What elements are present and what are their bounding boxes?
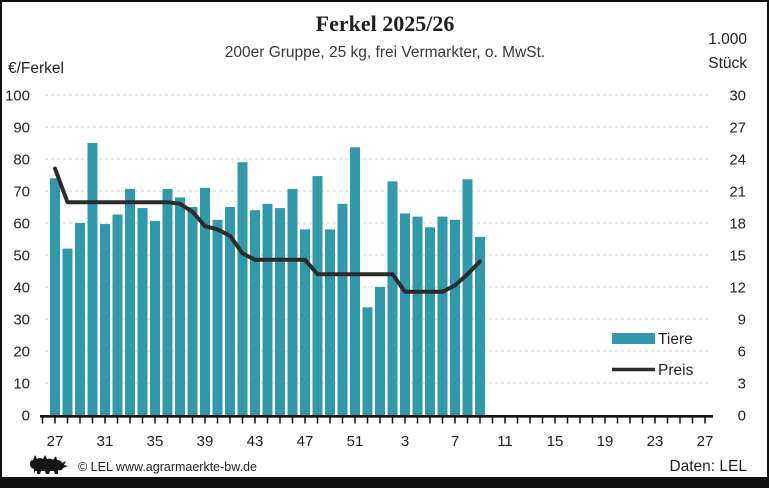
bar-tiere bbox=[337, 203, 348, 416]
bar-tiere bbox=[300, 229, 310, 416]
bar-tiere bbox=[237, 162, 248, 416]
bar-tiere bbox=[50, 178, 60, 416]
y-axis-label-right: 0 bbox=[738, 408, 746, 425]
legend-line-label: Preis bbox=[658, 362, 694, 379]
y-axis-label-right: 6 bbox=[738, 344, 746, 361]
bar-tiere bbox=[375, 287, 385, 416]
bar-tiere bbox=[75, 223, 85, 416]
y-axis-label-right: 24 bbox=[729, 152, 746, 169]
bar-tiere bbox=[225, 207, 235, 416]
y-axis-label-right: 18 bbox=[729, 216, 746, 233]
bar-tiere bbox=[462, 179, 473, 416]
y-axis-label-left: 100 bbox=[5, 88, 30, 105]
page-subtitle: 200er Gruppe, 25 kg, frei Vermarkter, o.… bbox=[225, 44, 545, 61]
footer-copyright: © LEL www.agrarmaerkte-bw.de bbox=[78, 460, 257, 474]
y-axis-label-left: 40 bbox=[13, 280, 30, 297]
bar-tiere bbox=[187, 207, 198, 416]
x-tick-label: 3 bbox=[401, 433, 409, 450]
bar-tiere bbox=[262, 203, 273, 416]
x-tick-label: 35 bbox=[147, 433, 164, 450]
bar-tiere bbox=[62, 248, 73, 416]
bar-tiere bbox=[350, 147, 360, 416]
legend: Tiere Preis bbox=[612, 331, 694, 379]
legend-bar-label: Tiere bbox=[658, 331, 693, 348]
bar-tiere bbox=[287, 188, 298, 416]
axis-labels-layer: 0 0 10 3 20 6 30 9 40 12 50 15 60 18 70 21 80 24 90 27 100 30… bbox=[5, 88, 746, 451]
bar-tiere bbox=[112, 214, 123, 416]
x-tick-label: 43 bbox=[247, 433, 264, 450]
bottom-black-bar bbox=[2, 477, 767, 486]
y-axis-label-right: 12 bbox=[729, 280, 746, 297]
y-axis-label-left: 30 bbox=[13, 312, 30, 329]
bar-tiere bbox=[437, 216, 448, 416]
y-axis-label-left: 0 bbox=[22, 408, 30, 425]
x-tick-label: 7 bbox=[451, 433, 459, 450]
y-axis-label-right: 15 bbox=[729, 248, 746, 265]
y-axis-label-left: 20 bbox=[13, 344, 30, 361]
axis-layer bbox=[40, 414, 713, 424]
legend-bar-swatch bbox=[612, 333, 655, 344]
bar-tiere bbox=[400, 213, 410, 416]
bar-tiere bbox=[425, 227, 435, 416]
x-tick-label: 23 bbox=[647, 433, 664, 450]
x-tick-label: 39 bbox=[197, 433, 214, 450]
x-tick-label: 19 bbox=[597, 433, 614, 450]
bar-tiere bbox=[250, 210, 260, 416]
bar-tiere bbox=[150, 220, 160, 416]
bar-tiere bbox=[200, 187, 210, 416]
bar-tiere bbox=[362, 307, 373, 416]
page-title: Ferkel 2025/26 bbox=[316, 11, 455, 36]
left-axis-unit-label: €/Ferkel bbox=[8, 60, 64, 77]
bar-tiere bbox=[137, 208, 148, 416]
bw-lion-logo-icon bbox=[30, 455, 68, 474]
y-axis-label-right: 27 bbox=[729, 120, 746, 137]
y-axis-label-left: 90 bbox=[13, 120, 30, 137]
footer: © LEL www.agrarmaerkte-bw.de Daten: LEL bbox=[30, 455, 747, 475]
y-axis-label-left: 60 bbox=[13, 216, 30, 233]
y-axis-label-left: 50 bbox=[13, 248, 30, 265]
bar-tiere bbox=[212, 219, 223, 416]
bars-layer bbox=[50, 143, 485, 416]
y-axis-label-right: 30 bbox=[729, 88, 746, 105]
x-tick-label: 27 bbox=[697, 433, 714, 450]
bar-tiere bbox=[450, 219, 460, 416]
right-axis-unit-label-line2: Stück bbox=[708, 55, 747, 72]
y-axis-label-right: 21 bbox=[729, 184, 746, 201]
x-tick-label: 11 bbox=[497, 433, 513, 450]
y-axis-label-left: 70 bbox=[13, 184, 30, 201]
x-tick-label: 51 bbox=[347, 433, 364, 450]
x-tick-label: 31 bbox=[97, 433, 114, 450]
price-line-layer bbox=[53, 166, 482, 294]
bar-tiere bbox=[100, 224, 110, 416]
bar-tiere bbox=[125, 188, 135, 416]
x-tick-label: 15 bbox=[547, 433, 564, 450]
y-axis-label-right: 9 bbox=[738, 312, 746, 329]
x-tick-label: 27 bbox=[47, 433, 64, 450]
bar-tiere bbox=[475, 236, 485, 416]
bar-tiere bbox=[87, 143, 98, 416]
y-axis-label-left: 80 bbox=[13, 152, 30, 169]
bar-tiere bbox=[325, 229, 335, 416]
right-axis-unit-label-line1: 1.000 bbox=[708, 31, 747, 48]
bar-tiere bbox=[312, 176, 323, 416]
price-line bbox=[53, 166, 482, 294]
bar-tiere bbox=[275, 208, 285, 416]
footer-source: Daten: LEL bbox=[669, 458, 747, 475]
bar-tiere bbox=[412, 216, 423, 416]
x-tick-label: 47 bbox=[297, 433, 314, 450]
bar-tiere bbox=[162, 188, 173, 416]
bar-tiere bbox=[387, 181, 398, 416]
y-axis-label-right: 3 bbox=[738, 376, 746, 393]
y-axis-label-left: 10 bbox=[13, 376, 30, 393]
bar-tiere bbox=[175, 197, 185, 416]
